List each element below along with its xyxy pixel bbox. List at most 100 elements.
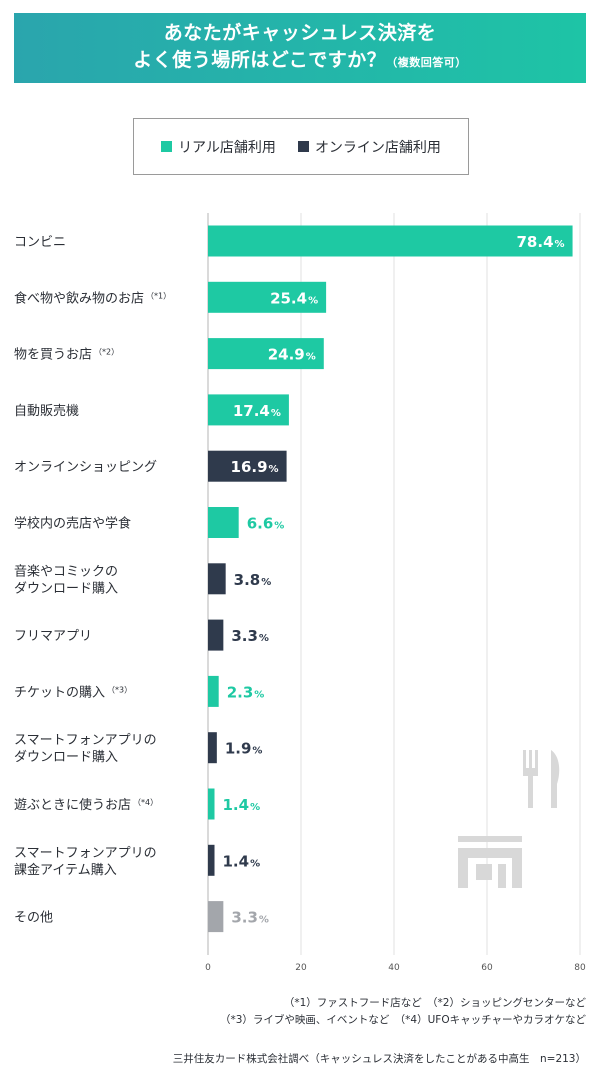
footnotes: （*1）ファストフード店など （*2）ショッピングセンターなど （*3）ライブや… (220, 995, 586, 1029)
x-tick-label: 20 (295, 963, 307, 973)
category-note: （*2） (94, 348, 119, 357)
value-unit: % (308, 295, 318, 306)
value-number: 16.9 (231, 458, 268, 476)
value-number: 25.4 (270, 289, 307, 307)
bar (208, 901, 224, 933)
category-label-line: 課金アイテム購入 (14, 862, 117, 878)
category-label-line: 食べ物や飲み物のお店 (14, 290, 144, 306)
value-number: 1.4 (223, 796, 250, 814)
chart-title-line2: よく使う場所はどこですか？（複数回答可） (133, 47, 466, 76)
category-label: 学校内の売店や学食 (14, 516, 131, 532)
legend-label-real: リアル店舗利用 (178, 139, 276, 156)
bars (208, 225, 573, 933)
category-label-line: 物を買うお店 (14, 348, 92, 363)
chart-title-line1: あなたがキャッシュレス決済を (163, 22, 437, 44)
value-label: 3.3% (231, 627, 269, 645)
legend-label-online: オンライン店舗利用 (314, 139, 441, 156)
category-label: その他 (14, 911, 53, 926)
value-unit: % (254, 689, 264, 700)
bar (208, 394, 289, 426)
category-label: スマートフォンアプリのダウンロード購入 (14, 733, 157, 765)
category-label: 物を買うお店 （*2） (14, 348, 119, 363)
value-label: 24.9% (268, 346, 316, 364)
chart-title-note: （複数回答可） (386, 56, 467, 69)
value-number: 78.4 (517, 233, 554, 251)
category-label: 音楽やコミックのダウンロード購入 (14, 563, 118, 596)
bar (208, 619, 224, 651)
category-label-line: オンラインショッピング (14, 460, 157, 475)
category-note: （*3） (107, 685, 132, 694)
value-number: 2.3 (227, 683, 254, 701)
footnote-line2: （*3）ライブや映画、イベントなど （*4）UFOキャッチャーやカラオケなど (220, 1014, 586, 1026)
value-unit: % (261, 577, 271, 588)
value-number: 1.4 (223, 852, 250, 870)
legend-swatch-real (161, 141, 173, 152)
value-labels: 78.4%25.4%24.9%17.4%16.9%6.6%3.8%3.3%2.3… (223, 233, 565, 927)
category-note: （*1） (146, 291, 171, 300)
bar (208, 788, 215, 820)
value-label: 1.4% (223, 852, 261, 870)
value-number: 1.9 (225, 740, 252, 758)
x-tick-label: 0 (205, 963, 211, 973)
value-number: 24.9 (268, 346, 305, 364)
value-unit: % (274, 521, 284, 532)
category-label-line: スマートフォンアプリの (14, 733, 157, 748)
value-unit: % (259, 915, 269, 926)
value-unit: % (250, 802, 260, 813)
bar (208, 507, 239, 538)
bar (208, 281, 327, 313)
value-label: 17.4% (233, 402, 281, 420)
value-unit: % (271, 408, 281, 419)
value-unit: % (306, 352, 316, 363)
bar (208, 450, 287, 482)
category-label-line: 自動販売機 (14, 403, 79, 419)
category-label-line: フリマアプリ (14, 629, 92, 644)
legend-swatch-online (297, 141, 309, 152)
value-number: 3.8 (234, 571, 261, 589)
x-tick-label: 80 (574, 963, 586, 973)
category-label: 食べ物や飲み物のお店 （*1） (14, 290, 171, 306)
category-label: チケットの購入 （*3） (14, 685, 132, 700)
value-label: 16.9% (231, 458, 279, 476)
bar (208, 844, 215, 876)
value-label: 3.8% (234, 571, 272, 589)
category-note: （*4） (133, 798, 158, 807)
fork-knife-icon (523, 750, 560, 808)
category-label: コンビニ (14, 235, 66, 250)
value-unit: % (259, 633, 269, 644)
value-label: 3.3% (231, 909, 269, 927)
category-label: スマートフォンアプリの課金アイテム購入 (14, 846, 157, 878)
value-label: 6.6% (247, 515, 285, 533)
category-label-line: スマートフォンアプリの (14, 846, 157, 861)
category-label-line: 遊ぶときに使うお店 (14, 797, 131, 813)
category-label-line: その他 (14, 911, 53, 926)
decoration (458, 750, 560, 888)
category-label-line: ダウンロード購入 (14, 581, 118, 596)
footnote-line1: （*1）ファストフード店など （*2）ショッピングセンターなど (283, 997, 586, 1009)
x-tick-label: 40 (388, 963, 400, 973)
category-label-line: 学校内の売店や学食 (14, 516, 131, 532)
value-number: 6.6 (247, 515, 274, 533)
bar (208, 563, 226, 595)
bar (208, 225, 573, 257)
category-label: 遊ぶときに使うお店 （*4） (14, 797, 158, 813)
value-unit: % (250, 858, 260, 869)
x-tick-label: 60 (481, 963, 493, 973)
category-label-line: コンビニ (14, 235, 66, 250)
value-number: 3.3 (231, 627, 258, 645)
value-unit: % (252, 746, 262, 757)
category-label-line: ダウンロード購入 (14, 750, 118, 765)
bar (208, 338, 324, 370)
category-label: オンラインショッピング (14, 460, 157, 475)
value-label: 78.4% (517, 233, 565, 251)
bar (208, 675, 219, 707)
title-banner: あなたがキャッシュレス決済を よく使う場所はどこですか？（複数回答可） (14, 13, 586, 83)
value-label: 2.3% (227, 683, 265, 701)
category-label-line: 音楽やコミックの (14, 563, 118, 579)
value-unit: % (555, 239, 565, 250)
legend: リアル店舗利用 オンライン店舗利用 (133, 118, 469, 175)
legend-item-real: リアル店舗利用 (161, 137, 276, 157)
value-number: 17.4 (233, 402, 270, 420)
